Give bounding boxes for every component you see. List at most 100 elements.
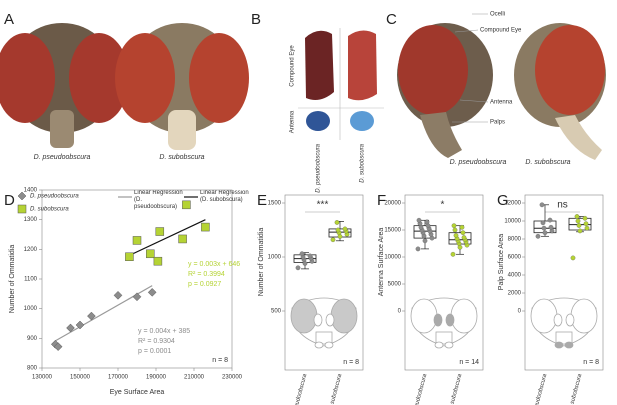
point xyxy=(535,233,541,239)
point xyxy=(461,235,467,240)
antenna-icon xyxy=(433,313,443,327)
x-tick-label: D. pseudoobscura xyxy=(530,373,549,405)
y-tick-label: 10000 xyxy=(504,219,521,225)
point xyxy=(542,230,548,236)
note: n = 14 xyxy=(459,359,479,366)
point xyxy=(453,233,459,238)
y-tick-label: 1300 xyxy=(24,217,38,223)
diagram-b xyxy=(298,28,384,140)
point xyxy=(330,237,336,243)
significance: ns xyxy=(557,200,568,211)
point xyxy=(539,202,545,208)
legend-label: Linear Regression (D. pseudoobscura) xyxy=(134,190,183,210)
antenna-icon xyxy=(313,313,323,327)
fit-label: y = 0.003x + 646 xyxy=(188,261,240,268)
y-tick-label: 1400 xyxy=(24,188,38,194)
annotation: Antenna xyxy=(490,100,513,106)
palp-icon xyxy=(564,341,574,349)
y-tick-label: 0 xyxy=(518,309,522,315)
point xyxy=(452,227,458,233)
y-tick-label: 0 xyxy=(398,309,402,315)
mouth-icon xyxy=(555,331,573,345)
point xyxy=(87,311,96,321)
panel-letter: A xyxy=(4,11,14,28)
point xyxy=(577,228,583,234)
y-axis-label: Number of Ommatidia xyxy=(258,228,265,297)
photo-a xyxy=(0,23,249,150)
x-tick-label: 210000 xyxy=(184,375,205,381)
antenna-icon xyxy=(325,313,335,327)
plot-frame xyxy=(284,194,364,371)
antenna-icon xyxy=(445,313,455,327)
y-tick-label: 8000 xyxy=(508,237,522,243)
point xyxy=(541,225,547,231)
x-tick-label: 170000 xyxy=(108,375,129,381)
palp-icon xyxy=(314,341,324,349)
y-tick-label: 1100 xyxy=(24,277,38,283)
fit-label: p = 0.0001 xyxy=(138,348,171,355)
panel-letter: B xyxy=(251,11,261,28)
fit-label: R² = 0.9304 xyxy=(138,338,175,345)
palp-icon xyxy=(324,341,334,349)
legend-label-box: Linear Regression (D. subobscura) xyxy=(200,190,249,203)
y-tick-label: 12000 xyxy=(504,201,521,207)
mouth-icon xyxy=(435,331,453,345)
point xyxy=(548,224,554,230)
annotation: Compound Eye xyxy=(480,28,522,34)
species-label: D. pseudoobscura xyxy=(450,159,507,166)
eye-icon xyxy=(450,298,478,334)
y-axis-label: Antenna Surface Area xyxy=(378,228,385,297)
point xyxy=(132,236,142,245)
region-label: Compound Eye xyxy=(290,45,296,87)
antenna-icon xyxy=(565,313,575,327)
panel-letter: D xyxy=(4,192,15,209)
note: n = 8 xyxy=(343,359,359,366)
point xyxy=(576,223,582,228)
point xyxy=(540,220,546,226)
species-label: D. subobscura xyxy=(525,159,570,166)
point xyxy=(547,217,553,223)
head-icon xyxy=(290,297,358,349)
species-label: D. pseudoobscura xyxy=(34,154,91,161)
x-tick-label: 130000 xyxy=(32,375,53,381)
panel-letter: G xyxy=(497,192,509,209)
point xyxy=(146,249,155,259)
point xyxy=(178,234,187,244)
point xyxy=(450,251,456,257)
x-axis-label: Eye Surface Area xyxy=(110,389,165,396)
eye-icon xyxy=(410,298,438,334)
species-label: D. subobscura xyxy=(159,154,204,161)
point xyxy=(416,217,422,223)
point xyxy=(583,221,589,227)
y-tick-label: 6000 xyxy=(508,255,522,261)
panel-letter: F xyxy=(377,192,386,209)
y-axis-label: Palp Surface Area xyxy=(498,234,505,291)
y-tick-label: 10000 xyxy=(384,255,401,261)
x-tick-label: 150000 xyxy=(70,375,91,381)
x-tick-label: D. subobscura xyxy=(448,373,464,405)
point xyxy=(295,265,301,271)
plot-frame xyxy=(41,189,233,369)
eye-icon xyxy=(530,298,558,334)
x-tick-label: 190000 xyxy=(146,375,167,381)
annotation: Palps xyxy=(490,120,505,126)
y-tick-label: 20000 xyxy=(384,201,401,207)
point xyxy=(422,238,428,244)
y-tick-label: 900 xyxy=(27,336,38,342)
mouth-icon xyxy=(315,331,333,345)
legend-marker xyxy=(17,204,27,214)
y-axis-label: Number of Ommatidia xyxy=(9,245,16,314)
eye-icon xyxy=(330,298,358,334)
panel-letter: E xyxy=(257,192,267,209)
y-tick-label: 1200 xyxy=(24,247,38,253)
x-tick-label: D. subobscura xyxy=(568,373,584,405)
point xyxy=(570,255,576,261)
fit-label: R² = 0.3994 xyxy=(188,271,225,278)
point xyxy=(582,215,588,221)
point xyxy=(155,227,165,236)
point xyxy=(75,320,85,330)
head-icon xyxy=(410,297,478,349)
y-tick-label: 2000 xyxy=(508,291,522,297)
significance: *** xyxy=(317,200,329,211)
point xyxy=(342,226,348,232)
